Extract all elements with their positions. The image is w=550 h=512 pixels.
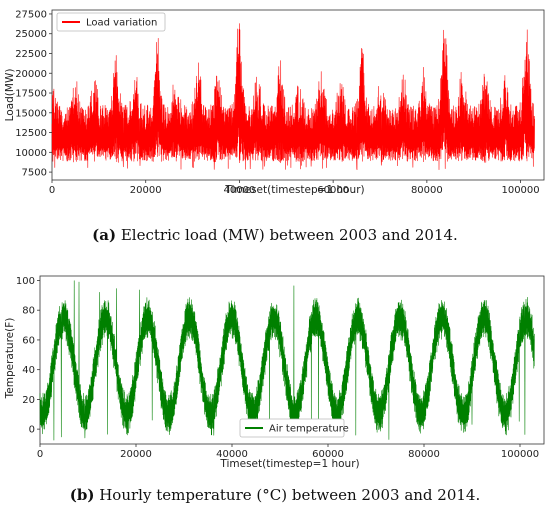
- load-chart: 0 20000 40000 60000 80000 100000 7500 10000 1250…: [4, 9, 545, 244]
- temperature-x-tick-label-1: 20000: [120, 449, 152, 460]
- temperature-y-tick-label-3: 60: [22, 335, 35, 346]
- temperature-chart: 0 20000 40000 60000 80000 100000020406080100 …: [4, 275, 545, 504]
- load-y-tick-label-5: 20000: [15, 69, 47, 80]
- load-legend: Load variation: [56, 12, 166, 32]
- load-x-tick-label-2: 40000: [224, 185, 256, 196]
- temperature-y-tick-label-1: 20: [22, 395, 35, 406]
- temperature-legend: Air temperature: [239, 418, 349, 438]
- temperature-y-tick-label-2: 40: [22, 365, 35, 376]
- temperature-y-tick-label-0: 0: [29, 425, 35, 436]
- load-y-tick-label-8: 27500: [15, 9, 47, 20]
- temperature-x-tick-label-5: 100000: [501, 449, 539, 460]
- temperature-axis-ticks: 0 20000 40000 60000 80000 100000 0 20 40 60 80 100: [16, 276, 539, 460]
- load-x-tick-label-0: 0: [49, 185, 55, 196]
- temperature-caption-label: (b): [70, 486, 95, 504]
- load-axis-ticks: 0 20000 40000 60000 80000 100000 7500 10000 1250…: [15, 9, 539, 196]
- load-y-tick-label-1: 10000: [15, 148, 47, 159]
- temperature-legend-box: [239, 418, 345, 438]
- load-caption: (a) Electric load (MW) between 2003 and …: [92, 226, 458, 244]
- load-x-axis-label: Timeset(timestep=1 hour): [224, 184, 364, 196]
- load-y-tick-label-6: 22500: [15, 49, 47, 60]
- temperature-x-tick-label-2: 40000: [216, 449, 248, 460]
- temperature-x-tick-label-3: 60000: [312, 449, 344, 460]
- temperature-x-tick-label-0: 0: [37, 449, 43, 460]
- temperature-y-tick-label-5: 100: [16, 276, 35, 287]
- load-legend-label: Load variation: [86, 18, 157, 29]
- load-y-tick-label-2: 12500: [15, 128, 47, 139]
- temperature-legend-label: Air temperature: [269, 424, 349, 435]
- load-x-tick-label-3: 60000: [317, 185, 349, 196]
- load-caption-text: Electric load (MW) between 2003 and 2014…: [116, 226, 458, 244]
- load-y-tick-label-7: 25000: [15, 29, 47, 40]
- load-y-tick-label-4: 17500: [15, 89, 47, 100]
- load-x-tick-label-4: 80000: [411, 185, 443, 196]
- load-legend-box: [56, 12, 166, 32]
- load-y-tick-label-3: 15000: [15, 108, 47, 119]
- temperature-x-tick-label-4: 80000: [408, 449, 440, 460]
- load-x-tick-label-1: 20000: [130, 185, 162, 196]
- load-caption-label: (a): [92, 226, 116, 244]
- temperature-y-axis-label: Temperature(F): [4, 318, 16, 400]
- load-series-line: [51, 23, 535, 170]
- temperature-series-line: [39, 280, 535, 441]
- load-y-tick-label-0: 7500: [22, 168, 47, 179]
- temperature-caption-text: Hourly temperature (°C) between 2003 and…: [94, 486, 480, 504]
- temperature-y-tick-label-4: 80: [22, 306, 35, 317]
- temperature-caption: (b) Hourly temperature (°C) between 2003…: [70, 486, 481, 504]
- load-y-axis-label: Load(MW): [4, 69, 16, 122]
- load-x-tick-label-5: 100000: [501, 185, 539, 196]
- temperature-x-axis-label: Timeset(timestep=1 hour): [219, 458, 359, 470]
